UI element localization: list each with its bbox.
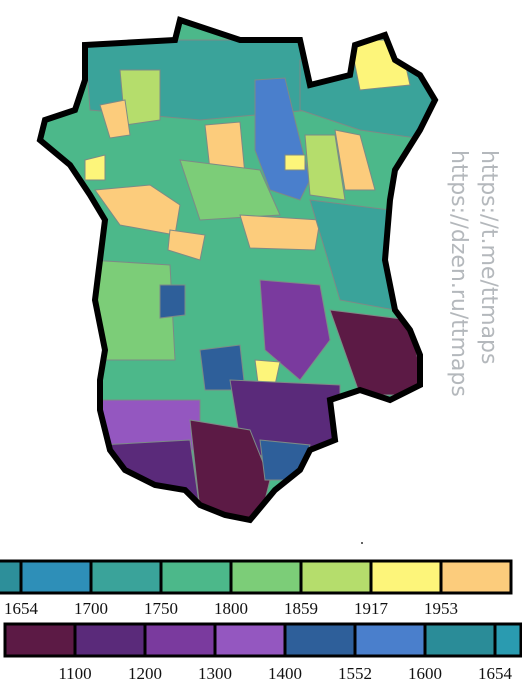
region (259, 279, 331, 381)
legend-swatch (299, 559, 373, 595)
legend-label: 1800 (214, 599, 248, 618)
legend-label: 1953 (424, 599, 458, 618)
legend-swatch (423, 622, 497, 658)
legend-swatch (493, 622, 522, 658)
legend-label: 1200 (128, 664, 162, 683)
legend-label: 1654 (478, 664, 513, 683)
watermark: https://t.me/ttmaps (476, 150, 501, 364)
legend-label: 1600 (408, 664, 442, 683)
region (159, 284, 186, 319)
legend-swatch (3, 622, 77, 658)
regions (40, 20, 435, 520)
region (167, 229, 206, 261)
legend-swatch (229, 559, 303, 595)
legend-swatch (159, 559, 233, 595)
legend-swatch (19, 559, 93, 595)
legend: 1654 1700 1750 1800 1859 1917 1953 1100 1200 1300… (0, 559, 522, 683)
legend-swatch (143, 622, 217, 658)
legend-swatch (353, 622, 427, 658)
legend-swatch (213, 622, 287, 658)
legend-swatch (439, 559, 513, 595)
watermark: https://dzen.ru/ttmaps (446, 150, 471, 397)
legend-swatch (369, 559, 443, 595)
legend-label: 1750 (144, 599, 178, 618)
legend-swatch (283, 622, 357, 658)
dot (361, 542, 363, 544)
region (99, 439, 201, 511)
legend-swatch (89, 559, 163, 595)
region (179, 159, 281, 221)
region (99, 99, 131, 139)
legend-swatch (73, 622, 147, 658)
legend-label: 1917 (354, 599, 389, 618)
region (284, 154, 306, 171)
legend-label: 1654 (4, 599, 39, 618)
region (334, 129, 376, 191)
legend-label: 1859 (284, 599, 318, 618)
region (94, 184, 181, 236)
legend-label: 1552 (338, 664, 372, 683)
legend-label: 1100 (58, 664, 91, 683)
legend-label: 1400 (268, 664, 302, 683)
region (84, 154, 106, 181)
region (304, 134, 346, 201)
legend-label: 1300 (198, 664, 232, 683)
region (239, 214, 321, 251)
legend-swatch (0, 559, 23, 595)
legend-label: 1700 (74, 599, 108, 618)
